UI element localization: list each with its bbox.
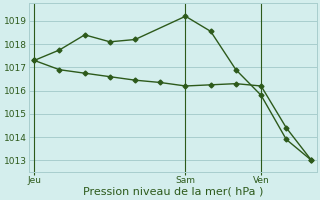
X-axis label: Pression niveau de la mer( hPa ): Pression niveau de la mer( hPa ) (83, 187, 263, 197)
